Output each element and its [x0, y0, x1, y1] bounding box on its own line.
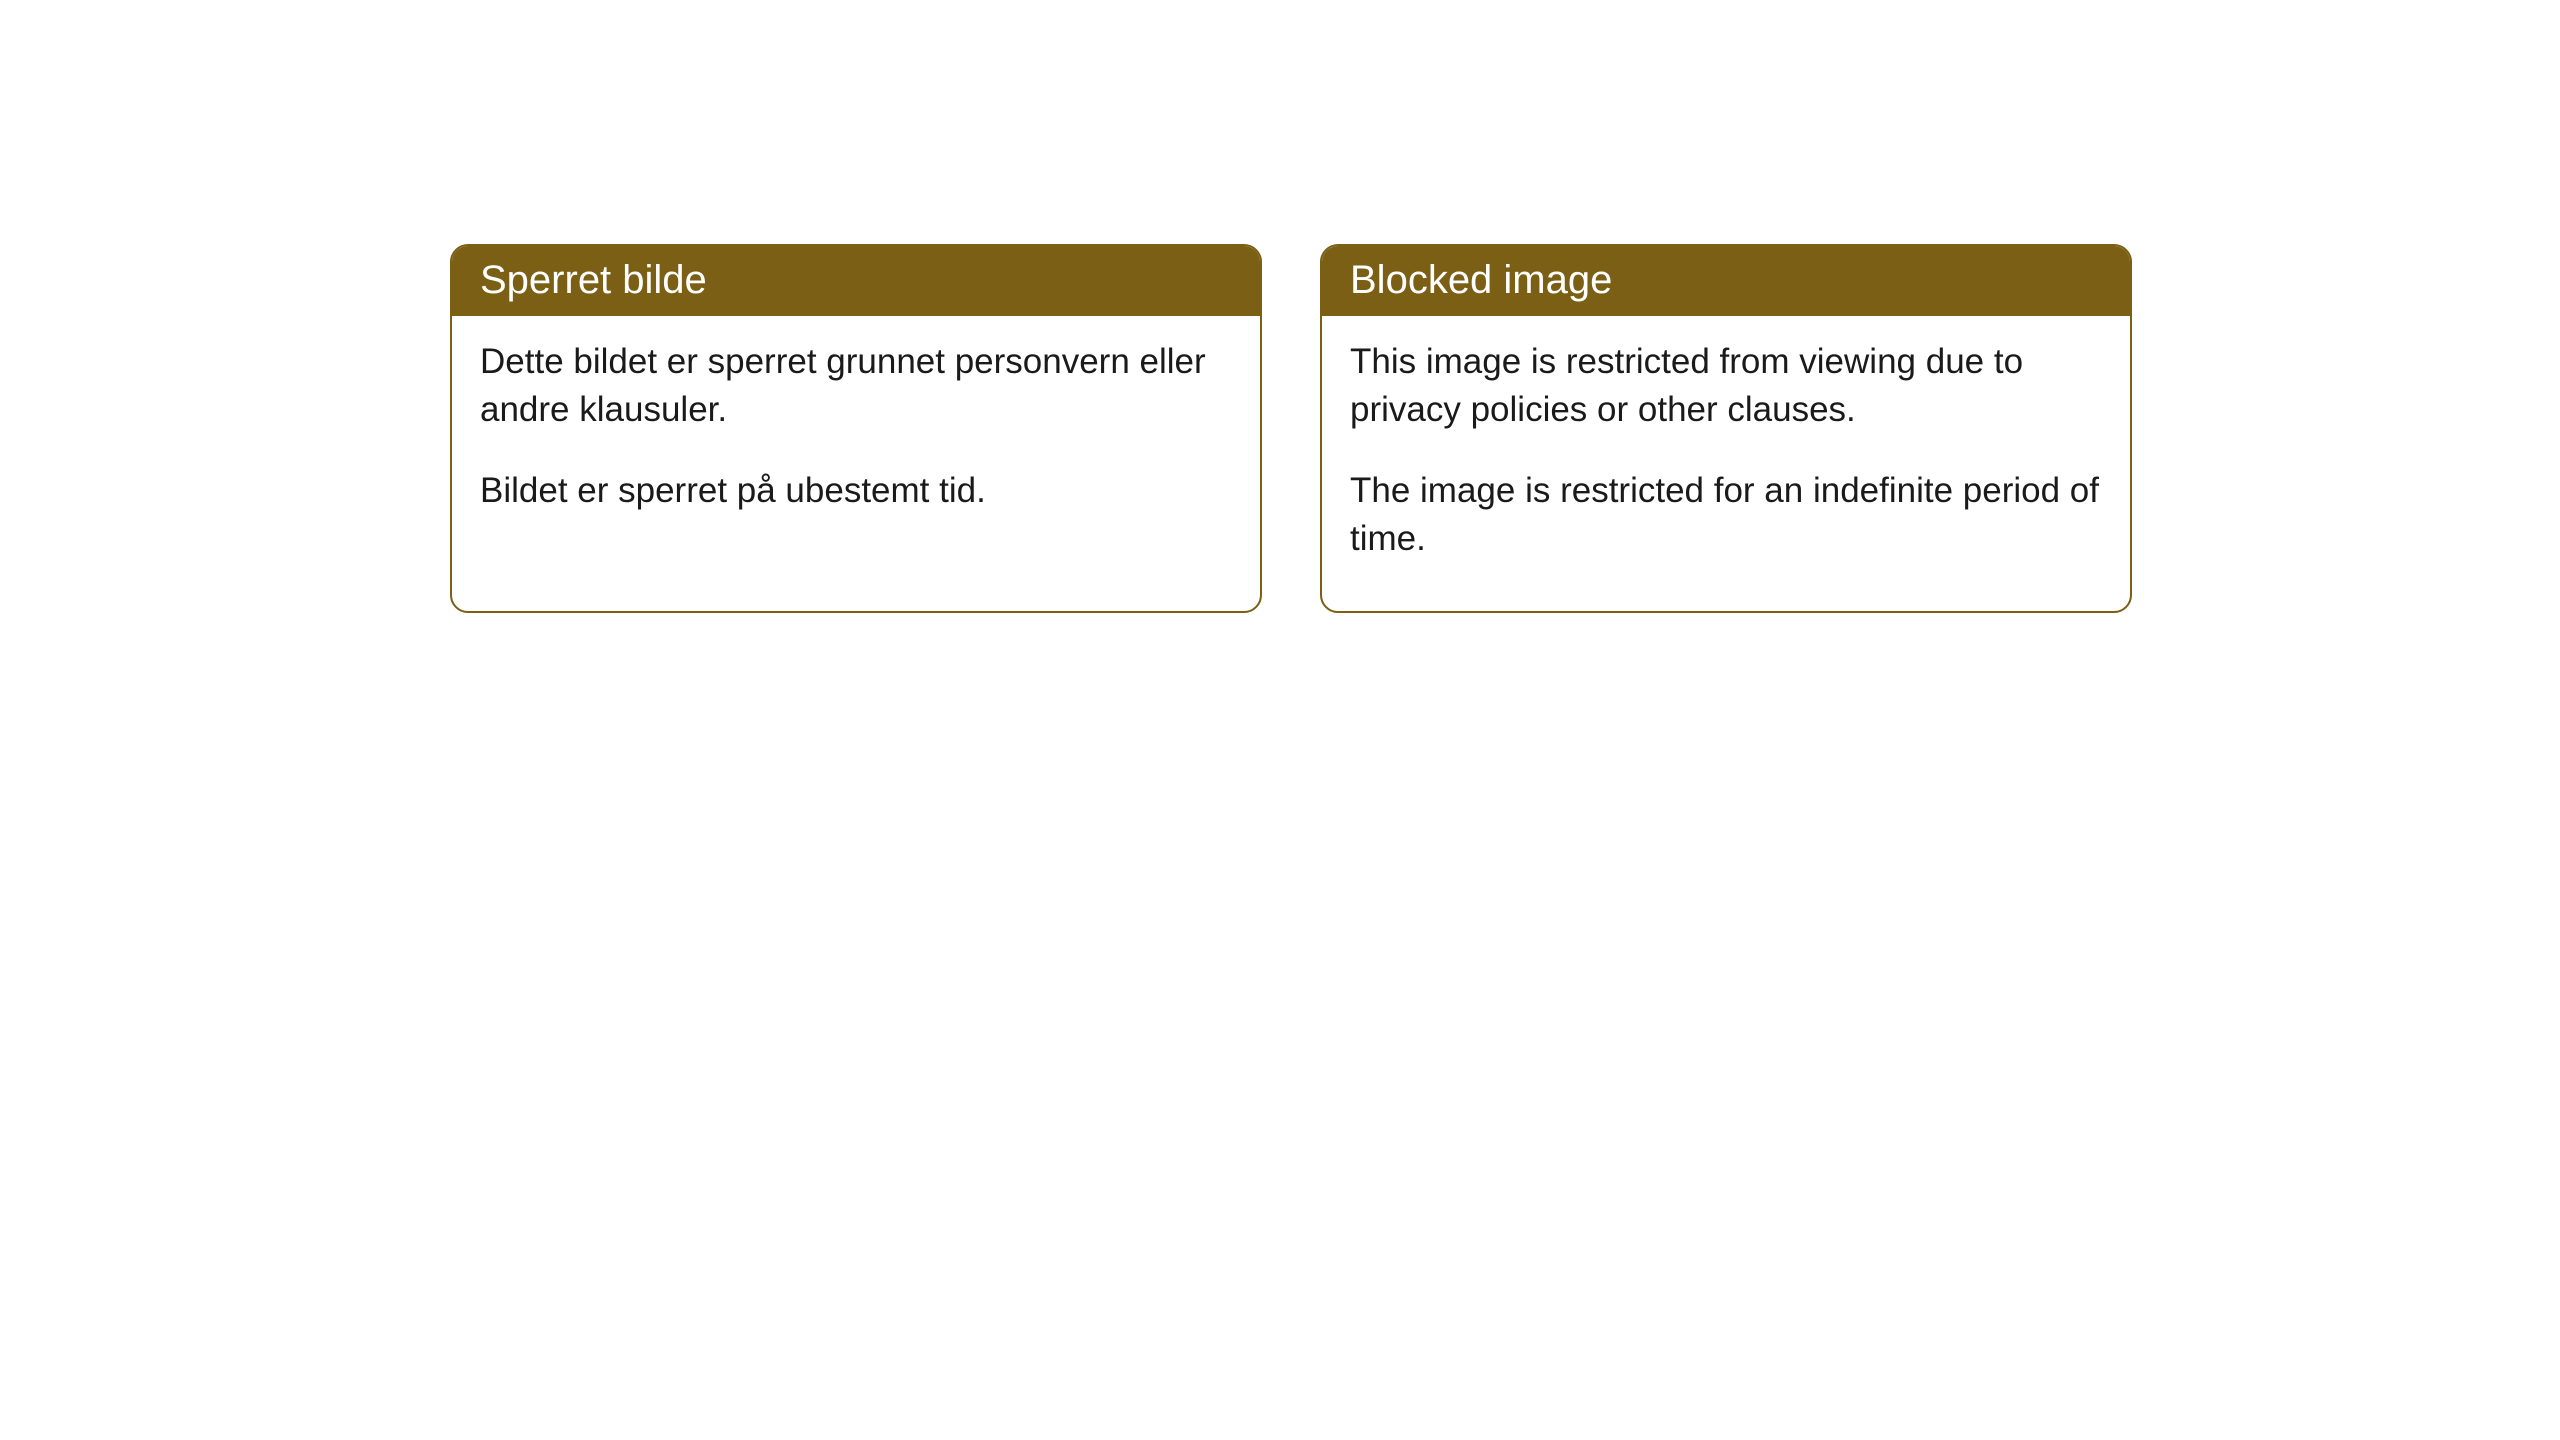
card-paragraph: Bildet er sperret på ubestemt tid.: [480, 467, 1232, 515]
card-paragraph: Dette bildet er sperret grunnet personve…: [480, 338, 1232, 435]
card-paragraph: This image is restricted from viewing du…: [1350, 338, 2102, 435]
card-body-english: This image is restricted from viewing du…: [1322, 316, 2130, 611]
blocked-image-card-english: Blocked image This image is restricted f…: [1320, 244, 2132, 613]
card-paragraph: The image is restricted for an indefinit…: [1350, 467, 2102, 564]
blocked-image-card-norwegian: Sperret bilde Dette bildet er sperret gr…: [450, 244, 1262, 613]
notice-cards-container: Sperret bilde Dette bildet er sperret gr…: [0, 0, 2560, 613]
card-title-norwegian: Sperret bilde: [452, 246, 1260, 316]
card-title-english: Blocked image: [1322, 246, 2130, 316]
card-body-norwegian: Dette bildet er sperret grunnet personve…: [452, 316, 1260, 563]
